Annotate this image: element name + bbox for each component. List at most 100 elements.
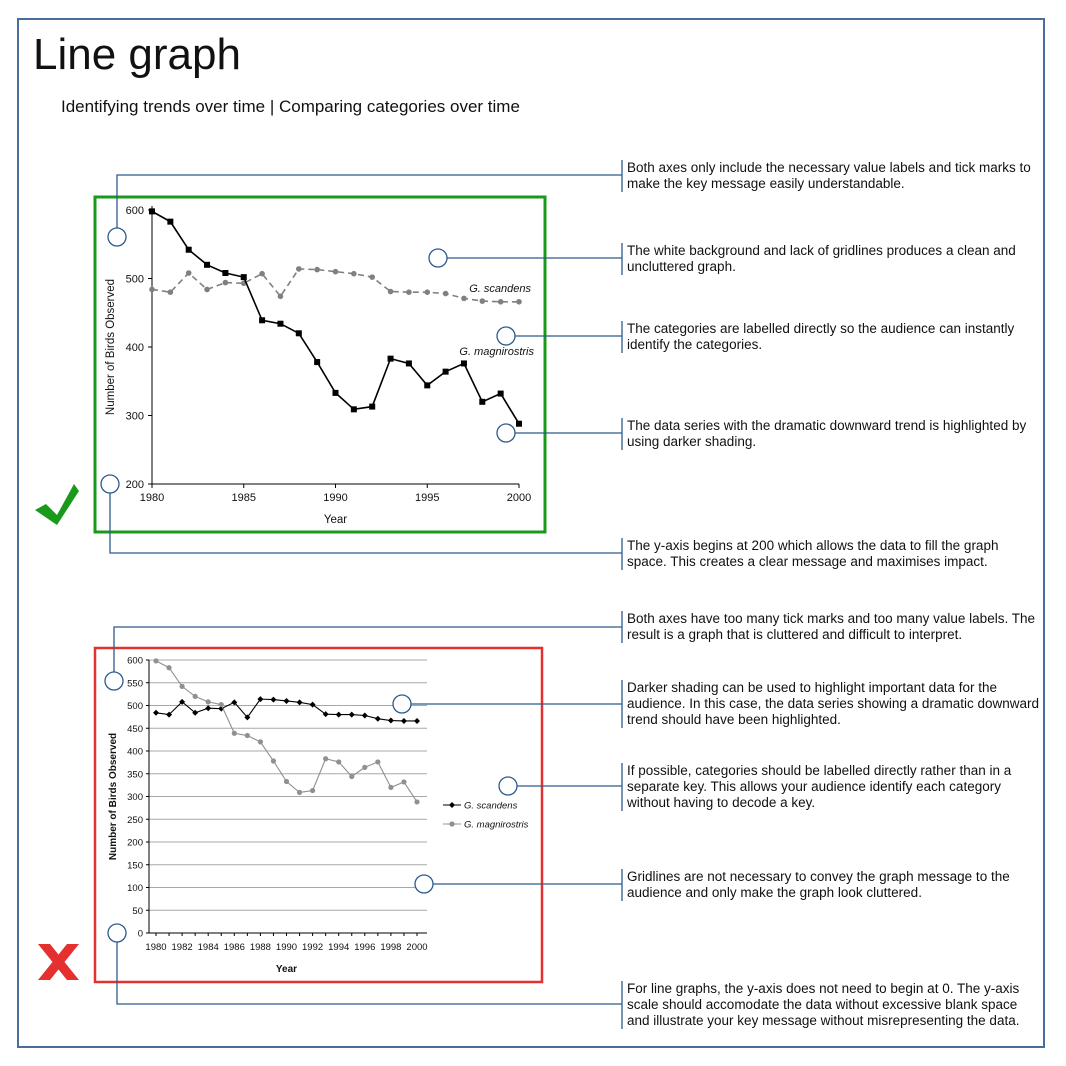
data-point-g-scandens — [270, 696, 277, 703]
note-bad-yaxis: For line graphs, the y-axis does not nee… — [627, 981, 1020, 1028]
data-point-g-scandens — [166, 711, 173, 718]
x-tick-label: 1980 — [145, 942, 166, 953]
y-tick-label: 200 — [127, 838, 143, 849]
data-point-g-scandens — [283, 697, 290, 704]
callout-marker-good-background — [428, 248, 448, 268]
data-point-g-scandens — [387, 288, 394, 295]
note-bad-ticks: Both axes have too many tick marks and t… — [627, 611, 1035, 642]
data-point-g-scandens — [153, 709, 159, 716]
data-point-g-scandens — [296, 266, 302, 272]
x-tick-label: 1992 — [302, 942, 323, 953]
data-point-g-scandens — [231, 699, 238, 706]
callout-marker-good-yaxis — [100, 474, 120, 494]
note-good-background: The white background and lack of gridlin… — [627, 243, 1016, 274]
y-tick-label: 300 — [126, 411, 144, 423]
cross-icon — [38, 944, 79, 980]
data-point-g-scandens — [479, 298, 486, 304]
y-tick-label: 550 — [127, 678, 143, 689]
data-point-g-magnirostris — [314, 359, 321, 366]
data-point-g-scandens — [406, 289, 412, 296]
page-title: Line graph — [33, 30, 241, 79]
y-axis-label: Number of Birds Observed — [108, 733, 119, 860]
callout-marker-bad-ticks — [104, 671, 124, 691]
data-point-g-magnirostris — [149, 208, 155, 215]
callout-marker-bad-key — [498, 776, 518, 796]
outer-frame — [17, 18, 1045, 1048]
data-point-g-scandens — [167, 289, 174, 296]
series-label-g-scandens: G. scandens — [469, 283, 531, 295]
data-point-g-scandens — [149, 286, 155, 293]
data-point-g-scandens — [374, 715, 381, 722]
data-point-g-magnirostris — [240, 274, 247, 281]
legend-label-g-magnirostris: G. magnirostris — [464, 820, 529, 831]
good-chart: 200 300 400 500 600 1980 1985 1990 1995 2000 Year N… — [105, 205, 534, 526]
data-point-g-magnirostris — [332, 389, 339, 396]
data-point-g-magnirostris — [204, 261, 211, 268]
data-point-g-magnirostris — [375, 759, 381, 765]
data-point-g-magnirostris — [479, 398, 486, 405]
x-tick-label: 1998 — [380, 942, 401, 953]
data-point-g-scandens — [257, 696, 264, 703]
data-point-g-scandens — [332, 268, 339, 275]
x-tick-label: 1990 — [323, 492, 347, 504]
data-point-g-scandens — [205, 705, 212, 712]
y-tick-label: 450 — [127, 724, 143, 735]
data-point-g-magnirostris — [310, 787, 316, 794]
note-bad-shading: Darker shading can be used to highlight … — [627, 680, 1039, 727]
data-point-g-scandens — [314, 266, 320, 273]
data-point-g-magnirostris — [277, 320, 284, 327]
x-tick-label: 1984 — [198, 942, 219, 953]
x-tick-label: 1985 — [232, 492, 256, 504]
data-point-g-scandens — [185, 270, 192, 276]
x-tick-label: 1995 — [415, 492, 439, 504]
callout-marker-bad-shading — [392, 694, 412, 714]
data-point-g-magnirostris — [259, 317, 266, 324]
x-tick-label: 2000 — [406, 942, 427, 953]
data-point-g-magnirostris — [166, 665, 172, 671]
check-icon — [35, 484, 79, 525]
data-point-g-magnirostris — [350, 406, 357, 413]
data-point-g-scandens — [369, 274, 376, 280]
data-point-g-magnirostris — [401, 779, 407, 785]
x-tick-label: 1988 — [250, 942, 271, 953]
y-tick-label: 250 — [127, 815, 143, 826]
data-point-g-scandens — [497, 298, 504, 305]
callout-line-bad-yaxis — [116, 942, 622, 1005]
y-axis-label: Number of Birds Observed — [105, 279, 117, 415]
bad-example-box — [93, 646, 544, 984]
data-point-g-magnirostris — [387, 355, 394, 362]
x-tick-label: 1980 — [140, 492, 164, 504]
data-point-g-scandens — [179, 698, 186, 705]
data-point-g-magnirostris — [388, 784, 394, 791]
legend-marker-g-scandens — [449, 802, 455, 808]
data-point-g-scandens — [361, 712, 368, 719]
data-point-g-magnirostris — [516, 420, 522, 427]
data-point-g-magnirostris — [231, 730, 237, 736]
note-good-shading: The data series with the dramatic downwa… — [627, 418, 1027, 449]
data-point-g-scandens — [400, 717, 407, 724]
y-tick-label: 500 — [127, 701, 143, 712]
data-point-g-scandens — [414, 717, 420, 724]
data-point-g-scandens — [192, 709, 199, 716]
callouts-good — [100, 160, 623, 570]
data-point-g-magnirostris — [497, 390, 504, 397]
note-good-yaxis: The y-axis begins at 200 which allows th… — [627, 538, 999, 569]
data-point-g-magnirostris — [270, 758, 277, 764]
series-label-g-magnirostris: G. magnirostris — [459, 346, 534, 358]
data-point-g-scandens — [204, 286, 210, 293]
data-point-g-magnirostris — [179, 683, 185, 689]
data-point-g-scandens — [348, 711, 355, 718]
y-tick-label: 600 — [126, 205, 144, 217]
data-point-g-magnirostris — [296, 789, 303, 796]
data-point-g-magnirostris — [424, 382, 431, 389]
callout-marker-good-shading — [496, 423, 516, 443]
data-point-g-scandens — [516, 298, 522, 305]
x-tick-label: 2000 — [507, 492, 531, 504]
good-example-box — [93, 195, 547, 534]
x-axis-label: Year — [276, 964, 297, 975]
data-point-g-magnirostris — [244, 732, 250, 739]
data-point-g-magnirostris — [405, 360, 412, 367]
data-point-g-magnirostris — [167, 218, 174, 225]
callout-marker-good-axes — [107, 227, 127, 247]
